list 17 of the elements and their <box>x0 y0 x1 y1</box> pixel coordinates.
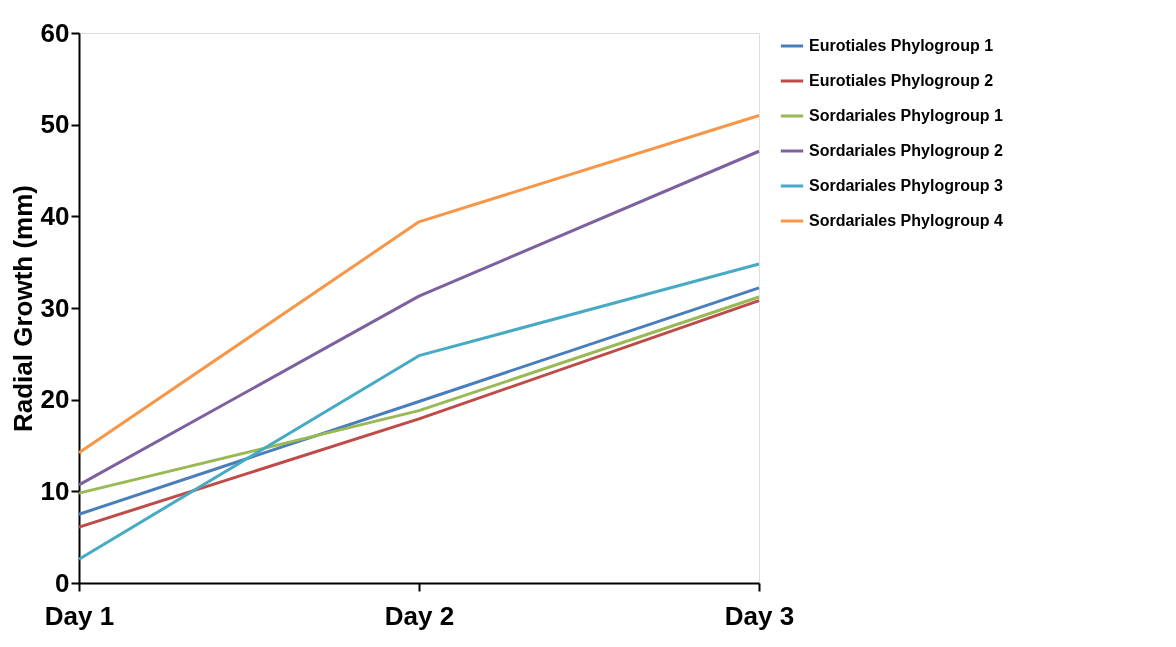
y-tick-label: 10 <box>40 475 70 506</box>
legend-label: Eurotiales Phylogroup 2 <box>809 72 994 89</box>
legend-label: Eurotiales Phylogroup 1 <box>809 37 994 54</box>
y-tick-label: 0 <box>55 567 70 598</box>
legend-label: Sordariales Phylogroup 2 <box>809 142 1003 159</box>
y-axis-title: Radial Growth (mm) <box>7 184 38 433</box>
x-tick-label: Day 2 <box>384 600 455 631</box>
legend-label: Sordariales Phylogroup 3 <box>809 177 1003 194</box>
y-tick-label: 30 <box>40 292 70 323</box>
y-tick-label: 20 <box>40 384 70 415</box>
legend-label: Sordariales Phylogroup 4 <box>809 212 1003 229</box>
y-tick-label: 50 <box>40 109 70 140</box>
x-tick-label: Day 1 <box>44 600 115 631</box>
x-tick-label: Day 3 <box>724 600 795 631</box>
y-tick-label: 60 <box>40 17 70 48</box>
y-tick-label: 40 <box>40 200 70 231</box>
legend-label: Sordariales Phylogroup 1 <box>809 107 1003 124</box>
